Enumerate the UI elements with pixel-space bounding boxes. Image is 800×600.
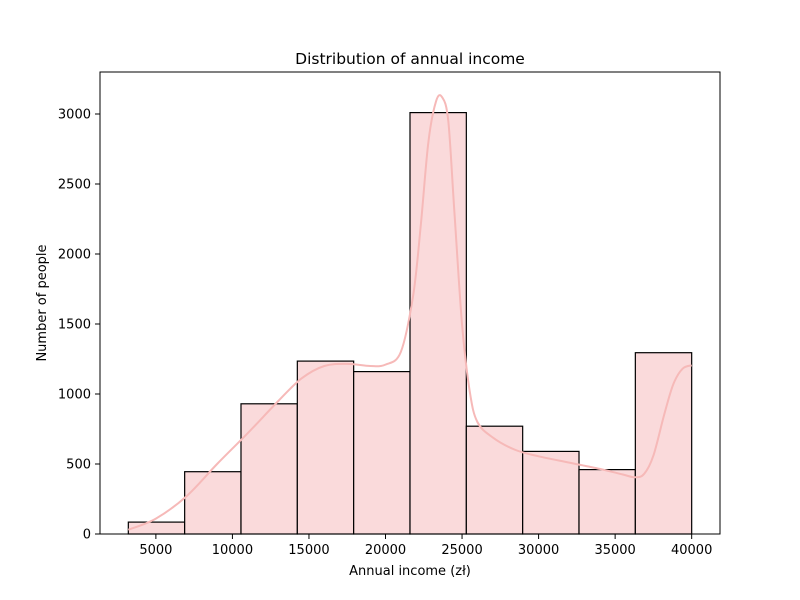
y-tick-label: 2500 (58, 178, 91, 193)
histogram-bar (353, 371, 411, 535)
histogram-bar (465, 425, 524, 535)
histogram-bar (296, 360, 355, 535)
x-tick-label: 35000 (594, 543, 635, 558)
y-tick-label: 1000 (58, 388, 91, 403)
x-axis: 5000 10000 15000 20000 25000 30000 35000 40000 (139, 534, 712, 558)
y-tick-label: 0 (83, 528, 91, 543)
x-tick-label: 30000 (518, 543, 559, 558)
histogram-bar (409, 111, 467, 535)
histogram-bar (127, 521, 186, 535)
y-tick-label: 500 (66, 458, 91, 473)
x-axis-label: Annual income (zł) (349, 564, 471, 579)
histogram-bars (127, 111, 693, 535)
plot-frame (99, 71, 721, 535)
y-axis-label: Number of people (35, 244, 50, 361)
x-tick-label: 5000 (139, 543, 172, 558)
histogram-bar (634, 352, 693, 535)
histogram-bar (240, 403, 298, 535)
histogram-bar (184, 471, 242, 535)
x-tick-label: 10000 (212, 543, 253, 558)
y-axis: 0 500 1000 1500 2000 2500 3000 (58, 108, 100, 543)
y-tick-label: 2000 (58, 248, 91, 263)
y-tick-label: 3000 (58, 108, 91, 123)
x-tick-label: 20000 (365, 543, 406, 558)
histogram-bar (522, 450, 580, 535)
y-tick-label: 1500 (58, 318, 91, 333)
kde-curve (127, 94, 693, 531)
x-tick-label: 15000 (288, 543, 329, 558)
x-tick-label: 25000 (441, 543, 482, 558)
x-tick-label: 40000 (671, 543, 712, 558)
chart-title: Distribution of annual income (295, 50, 525, 68)
histogram-bar (578, 469, 636, 535)
